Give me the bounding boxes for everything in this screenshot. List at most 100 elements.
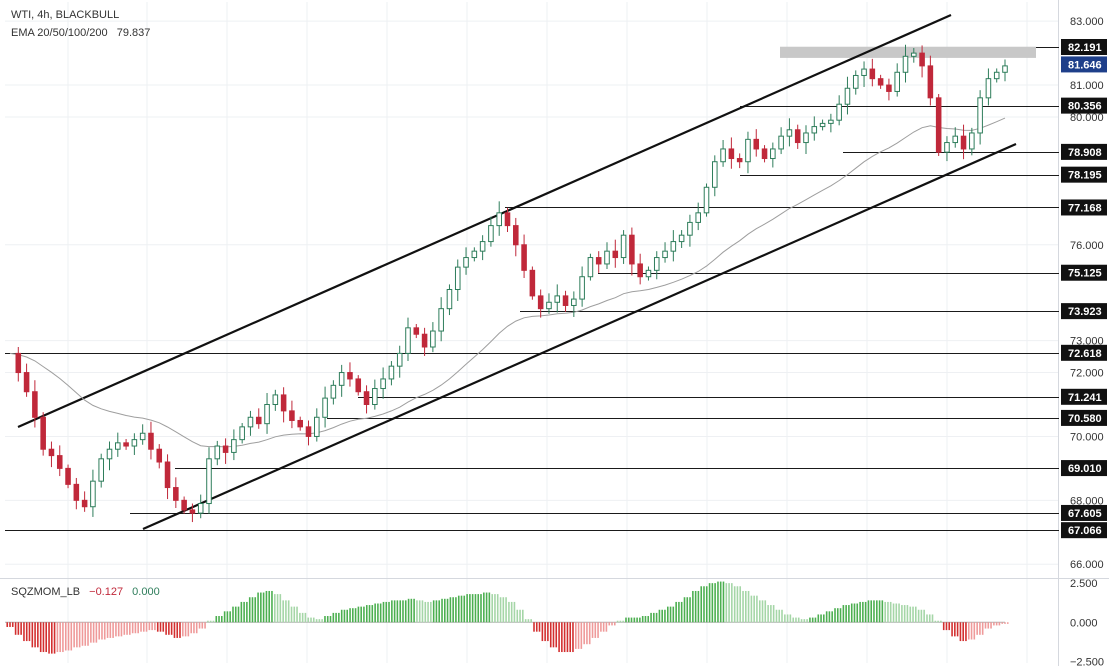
candle-body [231, 439, 237, 453]
level-label: 78.908 [1068, 147, 1102, 159]
candle-body [396, 352, 403, 367]
candle [911, 48, 917, 63]
candle [421, 327, 428, 356]
candle-body [712, 161, 718, 188]
price-tick-label: 73.000 [1070, 336, 1104, 348]
candle-body [728, 148, 735, 160]
candle-body [944, 142, 950, 153]
indicator-axis[interactable]: 2.500 0.000 −2.500 [1070, 578, 1104, 666]
level-label-box [1061, 460, 1107, 477]
candle [32, 380, 38, 428]
candle [977, 90, 983, 145]
price-tick-label: 70.000 [1070, 431, 1104, 443]
level-label: 78.195 [1068, 170, 1102, 182]
candle [836, 95, 842, 126]
candle [587, 253, 594, 281]
indicator-tick-label: 2.500 [1070, 578, 1098, 590]
candle [927, 55, 934, 106]
candle [247, 410, 254, 436]
momentum-histogram [5, 581, 1009, 654]
indicator-legend: SQZMOM_LB −0.127 0.000 [11, 586, 166, 598]
candle [678, 230, 685, 248]
candle [446, 284, 453, 316]
price-tick-label: 66.000 [1070, 559, 1104, 571]
candle-body [1002, 65, 1008, 73]
candle-body [90, 480, 96, 508]
symbol-label: WTI, 4h, BLACKBULL [11, 9, 120, 21]
candle [919, 45, 925, 78]
candle [546, 293, 552, 314]
candle-body [993, 71, 1000, 80]
candle-body [537, 295, 544, 310]
candle-body [554, 295, 561, 303]
candle [562, 290, 569, 312]
candle-body [430, 330, 436, 348]
candle-body [388, 365, 395, 380]
candle-body [529, 269, 536, 297]
candle [173, 477, 179, 508]
candle-body [40, 416, 46, 450]
candle-body [247, 416, 254, 428]
candle [189, 503, 196, 523]
candle-body [902, 55, 909, 73]
candle-body [23, 372, 30, 393]
candle-body [753, 138, 760, 150]
candle-body [894, 71, 900, 92]
candle-body [197, 503, 204, 514]
candle-body [919, 52, 925, 67]
candle [595, 251, 602, 273]
candle [604, 242, 610, 270]
candle-body [380, 378, 386, 390]
candle-body [264, 404, 270, 425]
candle [280, 387, 287, 423]
candle-body [421, 333, 428, 348]
candle [65, 464, 71, 489]
level-label-box [1061, 97, 1107, 114]
candle-body [861, 68, 867, 76]
candle-body [372, 388, 378, 405]
candle [720, 140, 726, 167]
candle-body [587, 257, 594, 278]
candle [504, 207, 511, 232]
candle-body [438, 308, 444, 332]
candle-body [803, 132, 809, 144]
candle [828, 113, 834, 133]
candle [314, 408, 320, 442]
candle-body [952, 135, 959, 144]
level-label-box [1061, 166, 1107, 183]
candle [98, 453, 104, 488]
candle-body [513, 225, 519, 246]
candle [662, 242, 668, 263]
level-label: 67.605 [1068, 508, 1102, 520]
candle-body [911, 52, 917, 57]
candle [405, 317, 411, 362]
resistance-zone-box [780, 46, 1036, 58]
candle [612, 239, 619, 268]
candle-body [56, 455, 63, 469]
candle [869, 58, 876, 87]
candle [372, 379, 378, 410]
candle [214, 440, 221, 466]
candle [778, 127, 784, 155]
candle-body [363, 391, 370, 406]
level-label: 67.066 [1068, 525, 1102, 537]
price-tick-label: 76.000 [1070, 240, 1104, 252]
candle [148, 421, 154, 460]
candle-body [977, 97, 983, 134]
candle-body [745, 138, 751, 163]
candle-body [662, 250, 668, 259]
candle-body [637, 263, 643, 278]
level-label: 82.191 [1068, 42, 1102, 54]
candle [23, 363, 30, 397]
candle [902, 44, 909, 83]
price-axis[interactable]: 83.000 81.000 80.000 76.000 73.000 72.000 70.0… [1061, 16, 1107, 571]
level-label: 73.923 [1068, 306, 1102, 318]
indicator-name: SQZMOM_LB [11, 586, 81, 598]
candle-body [736, 158, 743, 163]
candle-body [720, 148, 726, 163]
candle-body [488, 225, 494, 243]
candle-body [189, 509, 196, 514]
level-label: 69.010 [1068, 463, 1102, 475]
candle-body [927, 65, 934, 99]
